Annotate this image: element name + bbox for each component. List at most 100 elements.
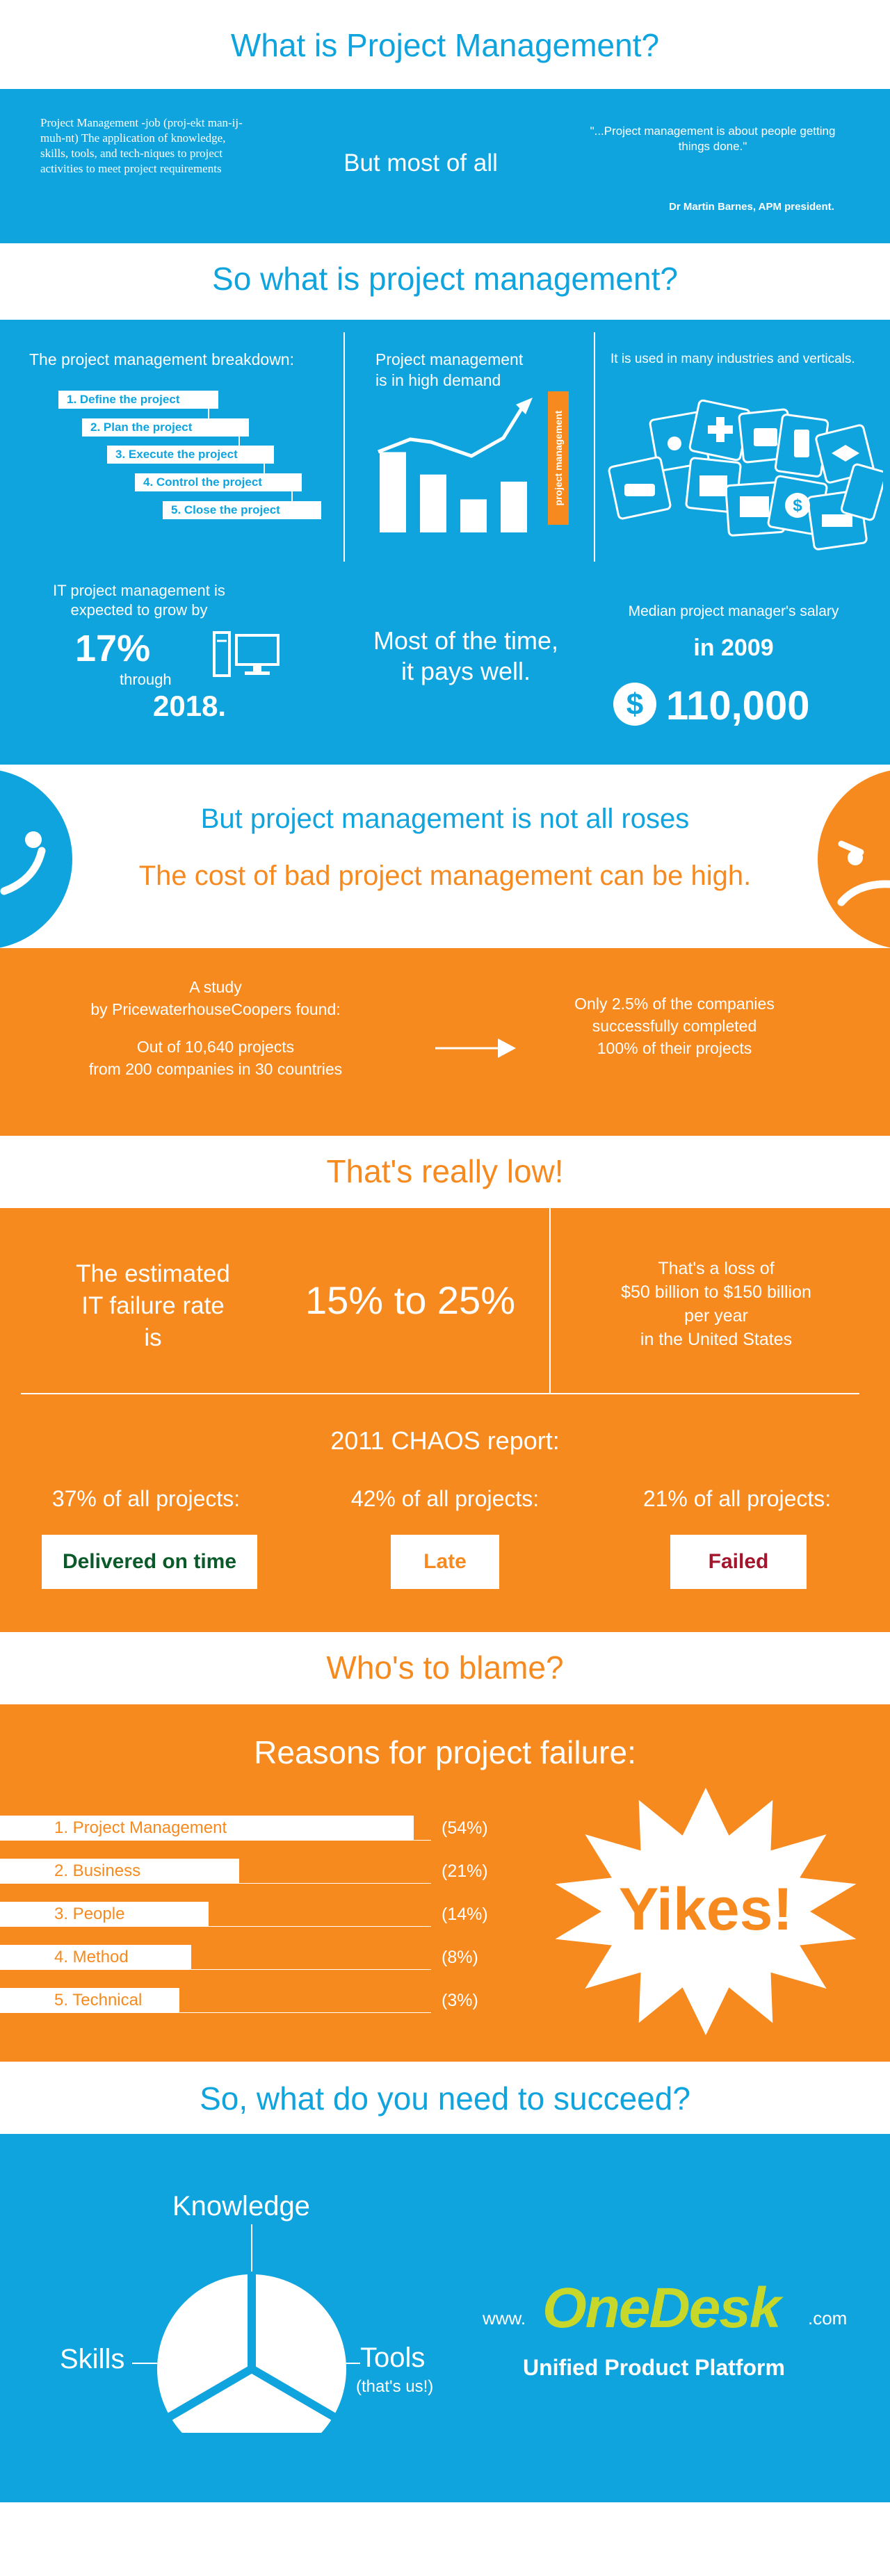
demand-bar — [460, 499, 487, 532]
study-band: A study by PricewaterhouseCoopers found:… — [0, 948, 890, 1136]
yikes-text: Yikes! — [618, 1876, 793, 1943]
projects-line1: Out of 10,640 projects — [136, 1038, 295, 1056]
industry-icons: $ — [608, 399, 883, 551]
reasons-heading: Reasons for project failure: — [254, 1734, 636, 1770]
page-title: What is Project Management? — [230, 27, 660, 63]
definition-text: Project Management -job (proj-ekt man-ij… — [40, 116, 243, 175]
but-most-of-all: But most of all — [343, 149, 498, 177]
demand-tag: project management — [553, 410, 564, 506]
chaos-delivered-on-time: Delivered on time — [42, 1535, 257, 1589]
tools-note: (that's us!) — [356, 2377, 434, 2396]
blame-title: Who's to blame? — [326, 1649, 564, 1686]
knowledge-label: Knowledge — [172, 2191, 310, 2222]
projects-text: Out of 10,640 projects from 200 companie… — [56, 1036, 375, 1080]
failure-rate: 15% to 25% — [305, 1278, 515, 1322]
result-text: Only 2.5% of the companies successfully … — [528, 993, 820, 1059]
chaos-head-ontime: 37% of all projects: — [51, 1486, 241, 1511]
reason-pct: (14%) — [442, 1905, 488, 1924]
header-what-is: What is Project Management? — [0, 0, 890, 89]
salary-label: Median project manager's salary — [628, 603, 839, 619]
reason-line — [0, 1969, 431, 1970]
succeed-title: So, what do you need to succeed? — [200, 2080, 690, 2117]
really-low-band: That's really low! — [0, 1136, 890, 1208]
camera-icon — [840, 463, 883, 521]
divider — [594, 332, 595, 562]
cost-subheading: The cost of bad project management can b… — [138, 861, 752, 891]
study-line1: A study — [189, 978, 242, 996]
failure-band: The estimated IT failure rate is 15% to … — [0, 1208, 890, 1632]
reason-line — [0, 2012, 431, 2013]
salary-year: in 2009 — [693, 635, 774, 661]
result-line2: successfully completed — [592, 1017, 757, 1035]
arrow-right-icon — [435, 1038, 516, 1058]
reason-bar-technical: 5. Technical — [0, 1988, 179, 2013]
result-line1: Only 2.5% of the companies — [574, 995, 775, 1013]
loss-line1: That's a loss of — [658, 1259, 775, 1278]
step-define: 1. Define the project — [58, 391, 218, 409]
loss-text: That's a loss of $50 billion to $150 bil… — [570, 1257, 862, 1351]
succeed-band: So, what do you need to succeed? — [0, 2062, 890, 2134]
study-text: A study by PricewaterhouseCoopers found: — [56, 976, 375, 1020]
reason-bar-people: 3. People — [0, 1902, 209, 1927]
estimated-line1: The estimated — [76, 1260, 230, 1287]
demand-text: Project management is in high demand — [375, 349, 523, 391]
yikes-burst-icon — [555, 1788, 857, 2035]
dollar-icon: $ — [613, 683, 656, 726]
through-label: through — [120, 671, 172, 688]
pays-line2: it pays well. — [400, 657, 531, 685]
dotcom-suffix: .com — [808, 2308, 848, 2329]
industries-text: It is used in many industries and vertic… — [610, 352, 855, 366]
blame-band: Who's to blame? — [0, 1632, 890, 1704]
knowledge-skills-tools-pie — [132, 2224, 360, 2433]
result-line3: 100% of their projects — [597, 1039, 752, 1057]
breakdown-heading: The project management breakdown: — [29, 350, 294, 368]
really-low-title: That's really low! — [326, 1153, 564, 1189]
sad-face-icon — [818, 770, 890, 948]
smiley-face-icon — [0, 770, 72, 948]
chaos-head-failed: 21% of all projects: — [642, 1486, 832, 1511]
loss-line3: per year — [684, 1306, 748, 1326]
pays-line1: Most of the time, — [373, 626, 559, 655]
divider — [343, 332, 345, 562]
tagline: Unified Product Platform — [523, 2355, 785, 2380]
salary-amount: 110,000 — [666, 683, 810, 728]
definition-band: Project Management -job (proj-ekt man-ij… — [0, 89, 890, 243]
grow-line2: expected to grow by — [70, 601, 208, 619]
demand-tag-bar — [548, 391, 569, 525]
step-connectors — [208, 409, 302, 511]
loss-line4: in the United States — [640, 1330, 793, 1349]
reason-pct: (8%) — [442, 1948, 478, 1967]
demand-chart — [378, 398, 533, 532]
reason-pct: (3%) — [442, 1991, 478, 2010]
chaos-title: 2011 CHAOS report: — [330, 1426, 560, 1455]
reason-bar-project-management: 1. Project Management — [0, 1816, 414, 1841]
tools-label: Tools — [360, 2342, 426, 2373]
study-line2: by PricewaterhouseCoopers found: — [90, 1000, 341, 1018]
loss-line2: $50 billion to $150 billion — [621, 1282, 811, 1302]
reason-bar-business: 2. Business — [0, 1859, 239, 1884]
pays-text: Most of the time, it pays well. — [327, 626, 605, 687]
svg-text:$: $ — [626, 687, 643, 722]
demand-bar — [380, 452, 406, 532]
demand-line1: Project management — [375, 350, 524, 368]
www-prefix: www. — [483, 2308, 526, 2329]
chaos-late: Late — [391, 1535, 499, 1589]
section-title-so-what: So what is project management? — [212, 261, 678, 297]
divider — [21, 1393, 859, 1394]
reason-pct: (54%) — [442, 1818, 488, 1838]
demand-line2: is in high demand — [375, 371, 501, 389]
quote-text: "...Project management is about people g… — [590, 124, 836, 153]
skills-label: Skills — [60, 2344, 125, 2374]
year-label: 2018. — [153, 690, 227, 722]
estimated-line3: is — [144, 1324, 162, 1351]
reason-pct: (21%) — [442, 1861, 488, 1881]
header-so-what: So what is project management? — [0, 243, 890, 320]
reasons-band: Reasons for project failure: 1. Project … — [0, 1704, 890, 2062]
demand-bar — [420, 474, 446, 532]
onedesk-logo: OneDesk — [542, 2276, 782, 2340]
computer-icon — [213, 631, 280, 677]
chaos-head-late: 42% of all projects: — [350, 1486, 540, 1511]
reason-bar-method: 4. Method — [0, 1945, 191, 1970]
estimated-line2: IT failure rate — [81, 1292, 225, 1319]
grow-percent: 17% — [75, 628, 151, 669]
